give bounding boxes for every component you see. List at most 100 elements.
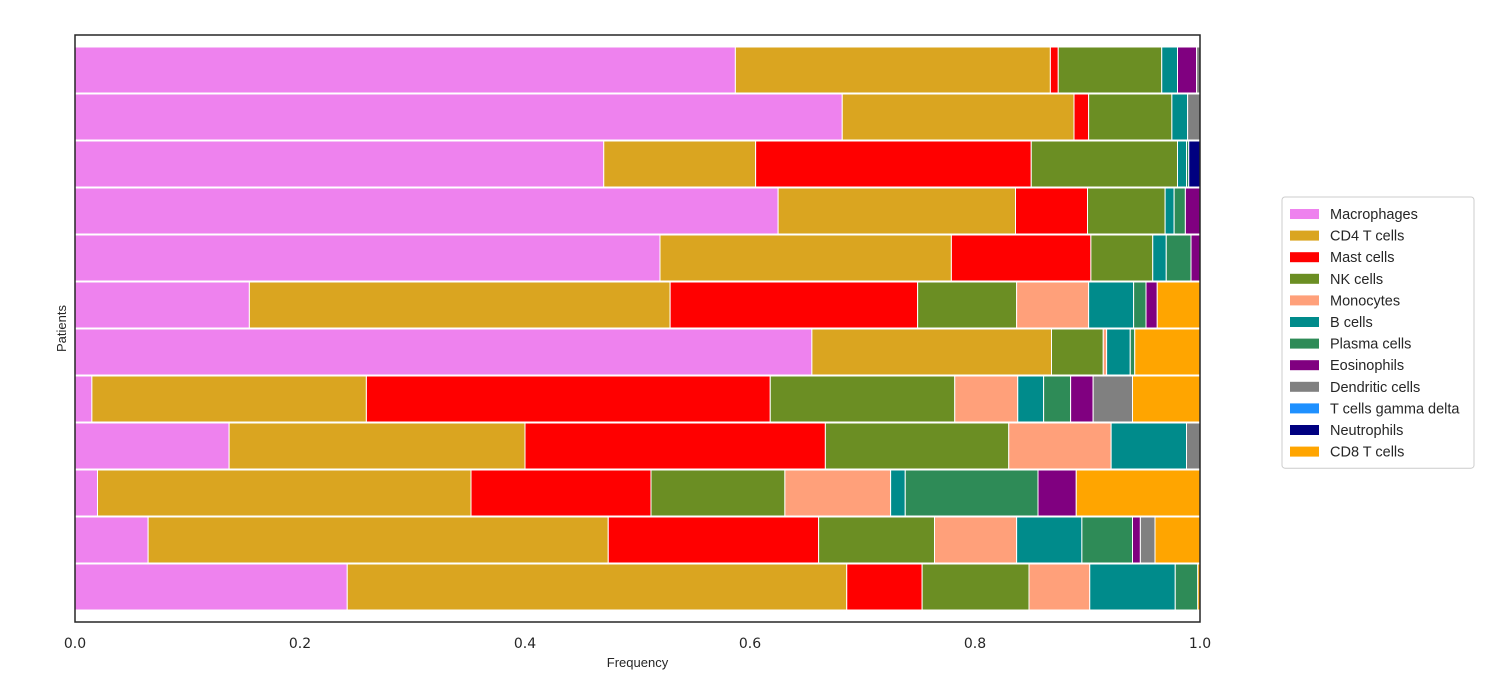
legend-swatch [1290, 360, 1319, 371]
bar-segment-row2-nk-cells [1088, 93, 1173, 141]
bar-segment-row6-plasma-cells [1133, 281, 1147, 329]
bar-segment-row7-b-cells [1106, 328, 1131, 376]
bar-segment-row10-nk-cells [650, 469, 786, 517]
legend-swatch [1290, 317, 1319, 327]
bar-segment-row4-mast-cells [1015, 187, 1088, 235]
x-axis-label: Frequency [607, 655, 669, 670]
legend-swatch [1290, 446, 1319, 457]
bar-segment-row6-mast-cells [669, 281, 919, 329]
legend-swatch [1290, 338, 1319, 349]
x-tick-label: 0.0 [64, 636, 86, 652]
bar-segment-row6-cd8-t-cells [1156, 281, 1201, 329]
x-tick-label: 0.2 [289, 636, 311, 652]
bar-segment-row9-mast-cells [524, 422, 826, 470]
bar-segment-row5-eosinophils [1190, 234, 1201, 282]
bar-segment-row8-cd8-t-cells [1132, 375, 1201, 423]
bar-segment-row2-dendritic-cells [1187, 93, 1201, 141]
legend-label: T cells gamma delta [1330, 401, 1460, 417]
bar-segment-row4-eosinophils [1184, 187, 1201, 235]
legend-swatch [1290, 209, 1319, 219]
x-tick-label: 1.0 [1189, 636, 1211, 652]
bar-segment-row1-macrophages [74, 46, 736, 94]
bar-segment-row4-cd4-t-cells [777, 187, 1016, 235]
bars-group [74, 46, 1201, 611]
plot-frame [74, 34, 1201, 623]
bar-segment-row11-monocytes [934, 516, 1018, 564]
bar-segment-row3-cd4-t-cells [603, 140, 757, 188]
legend-swatch [1290, 381, 1319, 392]
bar-segment-row6-eosinophils [1145, 281, 1158, 329]
bar-segment-row8-macrophages [74, 375, 93, 423]
legend-label: NK cells [1330, 272, 1383, 288]
bar-segment-row9-cd4-t-cells [228, 422, 526, 470]
bar-segment-row1-b-cells [1161, 46, 1178, 94]
legend-label: B cells [1330, 315, 1373, 331]
bar-segment-row4-b-cells [1164, 187, 1175, 235]
bar-segment-row5-nk-cells [1090, 234, 1154, 282]
bar-segment-row12-nk-cells [921, 563, 1030, 611]
bar-segment-row12-plasma-cells [1174, 563, 1199, 611]
legend-swatch [1290, 403, 1319, 414]
bar-segment-row9-monocytes [1008, 422, 1112, 470]
bar-segment-row10-b-cells [890, 469, 906, 517]
x-axis-ticks: 0.0 0.2 0.4 0.6 0.8 1.0 [64, 636, 1211, 652]
bar-segment-row12-cd4-t-cells [346, 563, 848, 611]
bar-segment-row12-monocytes [1028, 563, 1091, 611]
bar-segment-row7-nk-cells [1051, 328, 1104, 376]
bar-segment-row8-nk-cells [769, 375, 956, 423]
bar-segment-row5-b-cells [1152, 234, 1167, 282]
legend-swatch [1290, 425, 1319, 435]
legend-swatch [1290, 273, 1319, 284]
bar-segment-row8-plasma-cells [1043, 375, 1072, 423]
bar-segment-row10-plasma-cells [904, 469, 1039, 517]
bar-segment-row11-b-cells [1016, 516, 1083, 564]
bar-segment-row11-macrophages [74, 516, 149, 564]
bar-segment-row8-b-cells [1017, 375, 1045, 423]
bar-segment-row5-plasma-cells [1165, 234, 1192, 282]
legend-box [1281, 196, 1475, 469]
legend-label: Neutrophils [1330, 423, 1403, 439]
bar-segment-row10-cd8-t-cells [1075, 469, 1201, 517]
bar-segment-row11-dendritic-cells [1139, 516, 1156, 564]
bar-segment-row5-cd4-t-cells [659, 234, 952, 282]
bar-segment-row11-mast-cells [607, 516, 820, 564]
bar-segment-row5-mast-cells [950, 234, 1092, 282]
x-tick-label: 0.8 [964, 636, 986, 652]
bar-segment-row7-macrophages [74, 328, 813, 376]
bar-segment-row10-mast-cells [470, 469, 652, 517]
bar-segment-row6-nk-cells [917, 281, 1018, 329]
bar-segment-row2-macrophages [74, 93, 843, 141]
bar-segment-row4-nk-cells [1087, 187, 1166, 235]
bar-segment-row9-macrophages [74, 422, 230, 470]
bar-segment-row8-monocytes [954, 375, 1019, 423]
bar-segment-row1-eosinophils [1177, 46, 1198, 94]
bar-segment-row4-plasma-cells [1173, 187, 1186, 235]
x-tick-label: 0.4 [514, 636, 536, 652]
legend-label: CD8 T cells [1330, 445, 1404, 461]
bar-segment-row10-cd4-t-cells [97, 469, 472, 517]
bar-segment-row6-cd4-t-cells [248, 281, 671, 329]
bar-segment-row11-cd8-t-cells [1154, 516, 1201, 564]
bar-segment-row8-mast-cells [365, 375, 771, 423]
bar-segment-row3-macrophages [74, 140, 605, 188]
bar-segment-row9-b-cells [1110, 422, 1187, 470]
bar-segment-row1-cd4-t-cells [734, 46, 1051, 94]
bar-segment-row2-cd4-t-cells [841, 93, 1075, 141]
bar-segment-row7-plasma-cells [1129, 328, 1136, 376]
bar-segment-row7-cd4-t-cells [811, 328, 1052, 376]
bar-segment-row12-macrophages [74, 563, 348, 611]
bar-segment-row2-mast-cells [1073, 93, 1090, 141]
bar-segment-row10-monocytes [784, 469, 892, 517]
bar-segment-row12-mast-cells [846, 563, 923, 611]
legend: Macrophages CD4 T cells Mast cells NK cells… [1281, 196, 1475, 469]
bar-segment-row5-macrophages [74, 234, 661, 282]
bar-segment-row4-macrophages [74, 187, 779, 235]
bar-segment-row1-mast-cells [1049, 46, 1059, 94]
bar-segment-row10-eosinophils [1037, 469, 1077, 517]
legend-label: Monocytes [1330, 293, 1400, 309]
bar-segment-row3-neutrophils [1188, 140, 1201, 188]
bar-segment-row8-eosinophils [1070, 375, 1094, 423]
legend-label: Dendritic cells [1330, 380, 1420, 396]
bar-segment-row8-dendritic-cells [1092, 375, 1133, 423]
